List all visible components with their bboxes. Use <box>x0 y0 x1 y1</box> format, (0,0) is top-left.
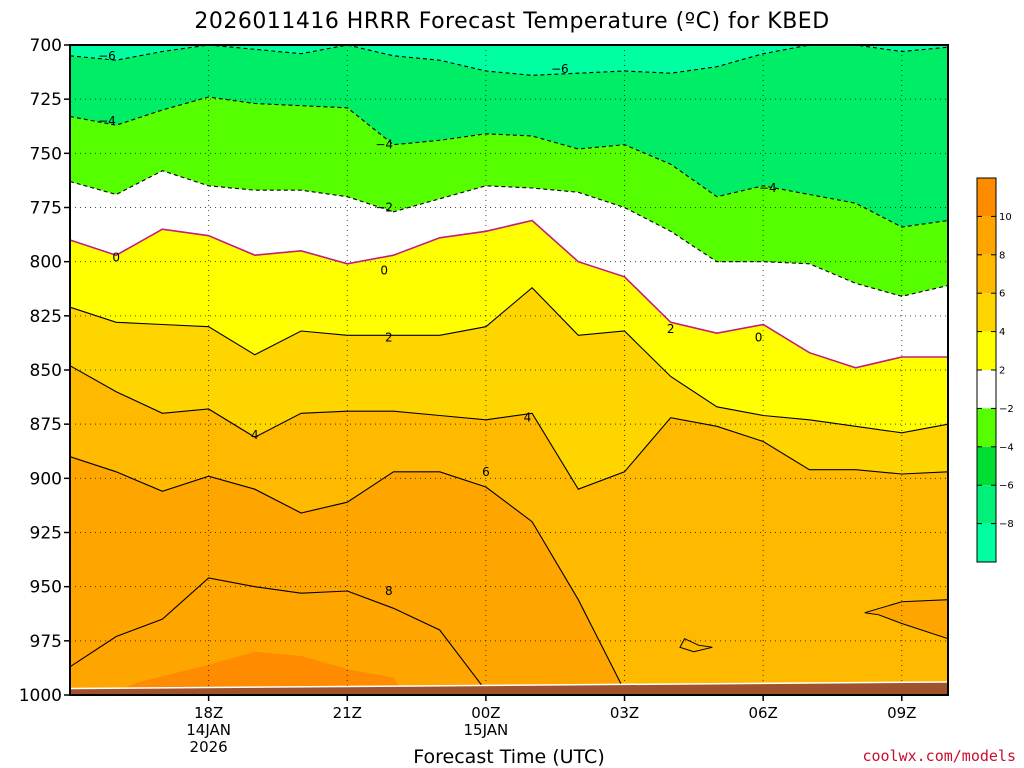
chart-title: 2026011416 HRRR Forecast Temperature (ºC… <box>194 9 829 34</box>
contour-label-5: −2 <box>375 201 393 215</box>
contour-labels: −6 −6 −4 −4 −4 −2 0 0 0 2 2 4 4 6 8 <box>98 49 777 598</box>
contour-label-9: 2 <box>385 331 393 345</box>
x-tick-label-09Z-0: 09Z <box>887 704 916 722</box>
isotherm-0 <box>69 219 948 369</box>
y-axis: 700 725 750 775 800 825 850 875 900 925 950 975 1000 <box>19 36 70 706</box>
contour-label-2: −4 <box>98 114 116 128</box>
legend-swatch-8 <box>977 485 996 524</box>
legend-label-6: −4 <box>999 442 1014 453</box>
band-fill-above-2 <box>70 220 948 433</box>
legend-swatch-4 <box>977 331 996 370</box>
contour-label-8: 0 <box>755 331 763 345</box>
contour-label-7: 0 <box>380 263 388 277</box>
isotherm--4 <box>69 96 949 228</box>
band-fill-above--2 <box>70 97 948 297</box>
legend-swatch-0 <box>977 178 996 217</box>
ground-surface <box>69 681 949 695</box>
legend-swatch-2 <box>977 254 996 294</box>
x-tick-label-18Z-1: 14JAN <box>186 721 231 739</box>
legend-label-5: −2 <box>999 404 1014 415</box>
band-fill-above-10 <box>116 651 403 691</box>
legend-label-7: −6 <box>999 481 1014 492</box>
contour-label-10: 2 <box>667 322 675 336</box>
band-fill-above-0 <box>70 170 948 368</box>
y-tick-label-725: 725 <box>30 90 62 110</box>
contour-label-3: −4 <box>375 138 393 152</box>
grid-lines <box>70 45 948 695</box>
y-tick-label-700: 700 <box>30 36 62 56</box>
y-tick-label-950: 950 <box>30 578 62 598</box>
isotherm-2 <box>69 286 949 434</box>
band-fill-below--6 <box>70 45 948 76</box>
y-tick-label-775: 775 <box>30 199 62 219</box>
x-tick-label-18Z-2: 2026 <box>190 738 228 756</box>
legend-swatch-6 <box>977 408 996 447</box>
x-tick-label-00Z-0: 00Z <box>471 704 500 722</box>
legend-label-2: 6 <box>999 289 1005 300</box>
y-tick-label-875: 875 <box>30 415 62 435</box>
isotherm-4 <box>69 365 949 490</box>
contour-label-12: 4 <box>524 411 532 425</box>
y-tick-label-975: 975 <box>30 632 62 652</box>
y-tick-label-1000: 1000 <box>19 686 62 706</box>
band-fill-above--4 <box>70 45 948 227</box>
band-fill-above-6 <box>70 365 948 691</box>
contour-label-4: −4 <box>759 181 777 195</box>
contour-label-14: 8 <box>385 584 393 598</box>
legend-label-4: 2 <box>999 366 1005 377</box>
contour-label-6: 0 <box>112 250 120 264</box>
x-tick-label-06Z-0: 06Z <box>748 704 777 722</box>
y-tick-label-850: 850 <box>30 361 62 381</box>
legend-swatch-3 <box>977 293 996 332</box>
small-warm-pocket <box>679 638 713 653</box>
y-tick-label-750: 750 <box>30 144 62 164</box>
legend-label-0: 10 <box>999 212 1012 223</box>
band-fill-above-4 <box>70 287 948 490</box>
contour-label-11: 4 <box>251 428 259 442</box>
x-tick-label-21Z-0: 21Z <box>333 704 362 722</box>
ground-line <box>69 681 949 690</box>
band-fill-above-8 <box>70 456 948 691</box>
y-tick-label-925: 925 <box>30 524 62 544</box>
legend-swatch-7 <box>977 446 996 486</box>
contour-label-13: 6 <box>482 465 490 479</box>
x-axis-title: Forecast Time (UTC) <box>413 746 604 768</box>
x-tick-label-00Z-1: 15JAN <box>464 721 509 739</box>
y-tick-label-800: 800 <box>30 253 62 273</box>
isotherm--2 <box>69 170 949 297</box>
legend-label-3: 4 <box>999 327 1005 338</box>
x-tick-label-03Z-0: 03Z <box>610 704 639 722</box>
contour-label-0: −6 <box>98 49 116 63</box>
legend-swatch-1 <box>977 216 996 255</box>
x-tick-label-18Z-0: 18Z <box>194 704 223 722</box>
y-tick-label-825: 825 <box>30 307 62 327</box>
legend-label-8: −8 <box>999 519 1014 530</box>
legend-label-1: 8 <box>999 250 1005 261</box>
isotherm-fills <box>70 45 949 695</box>
source-credit[interactable]: coolwx.com/models <box>862 747 1016 765</box>
y-tick-label-900: 900 <box>30 469 62 489</box>
color-legend: 10 8 6 4 2 −2 −4 −6 −8 <box>976 177 1014 563</box>
legend-swatch-9 <box>977 523 996 562</box>
legend-swatch-5 <box>977 370 996 409</box>
ground-fill <box>70 682 948 695</box>
contour-label-1: −6 <box>551 62 569 76</box>
